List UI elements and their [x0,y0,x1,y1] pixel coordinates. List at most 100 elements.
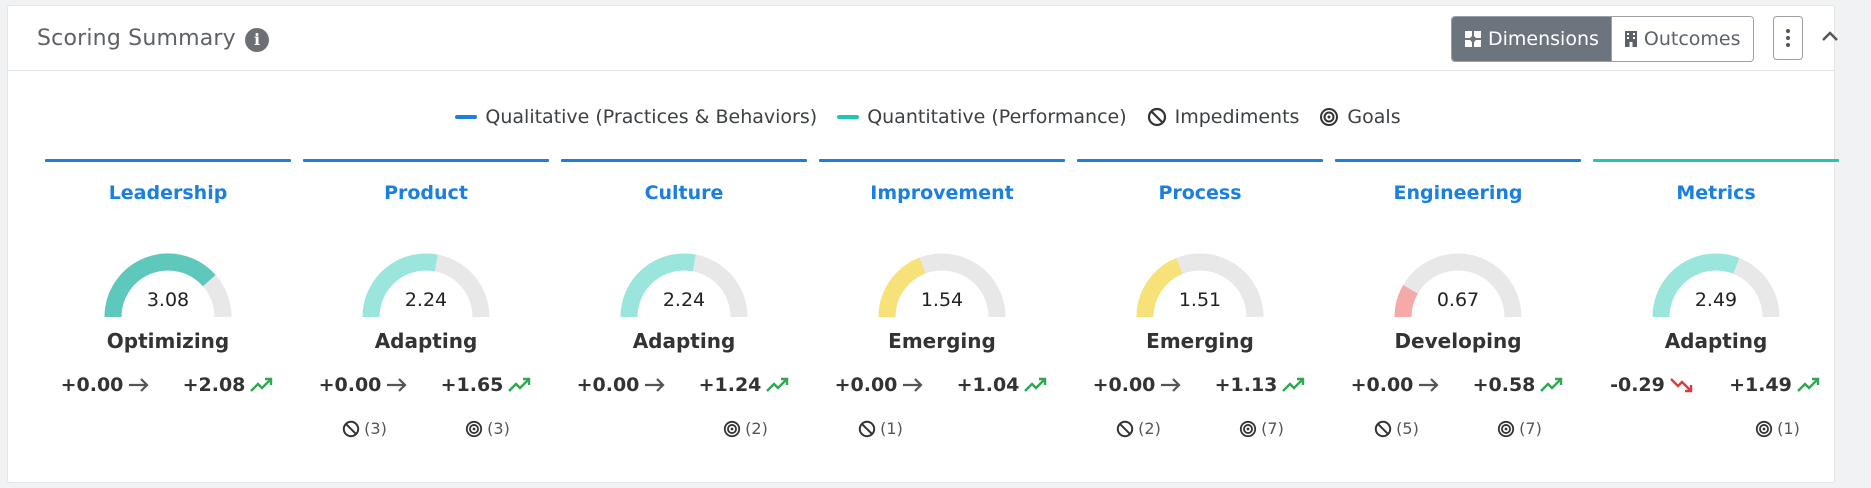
target-icon [1320,108,1339,126]
gauge-score: 2.24 [404,289,448,311]
impediments-count[interactable]: (1) [819,419,942,438]
gauge-fill [878,257,926,318]
impediments-goals-row: (2) [561,419,807,438]
goals-count[interactable]: (2) [684,419,807,438]
dimension-engineering: Engineering 0.67 Developing +0.00 +0.58 (5) (7… [1335,159,1581,449]
maturity-level: Developing [1394,329,1522,353]
target-icon [1498,420,1515,437]
dimension-type-bar [819,159,1065,162]
chevron-up-icon[interactable] [1818,24,1842,48]
impediments-count-value: (2) [1138,419,1161,438]
card-title: Scoring Summary [37,26,236,51]
short-term-change: +0.00 [577,374,668,396]
goals-empty [942,419,1065,438]
short-term-change-value: -0.29 [1610,374,1665,396]
dimension-name[interactable]: Engineering [1393,182,1523,204]
outcomes-button[interactable]: Outcomes [1610,17,1753,61]
long-term-change: +1.13 [1215,374,1308,396]
target-icon [466,420,483,437]
score-gauge [620,253,748,318]
gauge-fill [620,253,696,318]
goals-count[interactable]: (7) [1200,419,1323,438]
maturity-level: Adapting [1664,329,1768,353]
gauge-score: 1.54 [920,289,964,311]
ban-icon [342,420,360,437]
long-term-change: +0.58 [1473,374,1566,396]
dimension-name[interactable]: Product [384,182,468,204]
goals-count-value: (1) [1777,419,1800,438]
legend-impediments: Impediments [1147,106,1300,128]
goals-count-value: (2) [745,419,768,438]
goals-count[interactable]: (1) [1716,419,1839,438]
impediments-goals-row: (1) [819,419,1065,438]
more-options-button[interactable] [1773,16,1803,60]
trend-up-icon [766,377,789,392]
impediments-goals-row: (3) (3) [303,419,549,438]
dimension-name[interactable]: Leadership [108,182,228,204]
dimension-name[interactable]: Metrics [1676,182,1756,204]
dimension-type-bar [1077,159,1323,162]
trend-up-icon [508,377,531,392]
goals-count[interactable]: (7) [1458,419,1581,438]
building-icon [1624,31,1637,47]
score-changes: +0.00 +2.08 [45,374,291,396]
maturity-level: Emerging [1146,329,1254,353]
outcomes-label: Outcomes [1643,28,1741,50]
gauge-fill [104,253,216,318]
trend-up-icon [1540,377,1563,392]
impediments-empty [1593,419,1716,438]
dimensions-icon [1465,31,1481,47]
trend-down-icon [1670,378,1693,393]
impediments-count-value: (1) [880,419,903,438]
impediments-goals-row: (5) (7) [1335,419,1581,438]
impediments-goals-row: (2) (7) [1077,419,1323,438]
long-term-change-value: +1.04 [956,374,1020,396]
score-gauge [1394,253,1522,318]
goals-count-value: (7) [1261,419,1284,438]
dimension-type-bar [303,159,549,162]
impediments-count[interactable]: (5) [1335,419,1458,438]
goals-count-value: (3) [487,419,510,438]
maturity-level: Emerging [888,329,996,353]
impediments-count[interactable]: (2) [1077,419,1200,438]
info-icon[interactable]: i [245,28,269,52]
score-gauge [104,253,232,318]
short-term-change: +0.00 [1093,374,1184,396]
long-term-change: +1.65 [441,374,534,396]
long-term-change: +2.08 [183,374,276,396]
dimension-list: Leadership 3.08 Optimizing +0.00 +2.08 Produc… [45,159,1839,449]
dimension-name[interactable]: Improvement [870,182,1014,204]
dimension-name[interactable]: Culture [644,182,724,204]
dimension-metrics: Metrics 2.49 Adapting -0.29 +1.49 (1) [1593,159,1839,449]
gauge-fill [1394,285,1419,318]
impediments-count-value: (3) [364,419,387,438]
goals-count[interactable]: (3) [426,419,549,438]
score-changes: +0.00 +1.65 [303,374,549,396]
dimension-product: Product 2.24 Adapting +0.00 +1.65 (3) (3) [303,159,549,449]
short-term-change: -0.29 [1610,374,1695,396]
short-term-change: +0.00 [1351,374,1442,396]
view-toggle: Dimensions Outcomes [1451,16,1754,62]
long-term-change: +1.49 [1729,374,1822,396]
arrow-right-icon [1161,378,1181,392]
impediments-goals-row: (1) [1593,419,1839,438]
dimensions-button[interactable]: Dimensions [1452,17,1611,61]
gauge-score: 2.49 [1694,289,1738,311]
ban-icon [1147,107,1166,127]
score-gauge [1136,253,1264,318]
impediments-empty [561,419,684,438]
short-term-change-value: +0.00 [1350,374,1414,396]
dimension-type-bar [1593,159,1839,162]
legend-quantitative-label: Quantitative (Performance) [867,106,1127,128]
legend-impediments-label: Impediments [1174,106,1300,128]
long-term-change-value: +2.08 [182,374,246,396]
dimension-name[interactable]: Process [1158,182,1242,204]
score-gauge [878,253,1006,318]
legend-quantitative: Quantitative (Performance) [837,106,1127,128]
gauge-score: 2.24 [662,289,706,311]
trend-up-icon [250,377,273,392]
impediments-count[interactable]: (3) [303,419,426,438]
arrow-right-icon [645,378,665,392]
short-term-change-value: +0.00 [318,374,382,396]
goals-count-value: (7) [1519,419,1542,438]
